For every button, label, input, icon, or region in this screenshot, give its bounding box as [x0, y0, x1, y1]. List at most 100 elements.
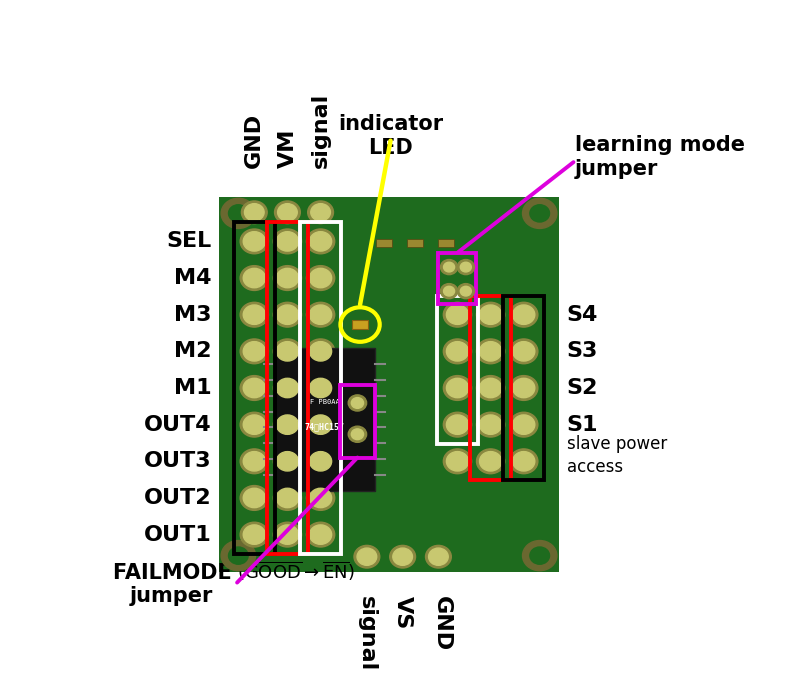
Circle shape [509, 302, 538, 327]
Circle shape [440, 284, 458, 299]
Text: S2: S2 [567, 378, 598, 398]
Circle shape [310, 204, 330, 221]
Text: signal: signal [357, 596, 377, 671]
Circle shape [307, 376, 335, 400]
Circle shape [221, 198, 256, 228]
Circle shape [240, 412, 268, 437]
Text: M3: M3 [173, 304, 211, 325]
Circle shape [308, 201, 333, 223]
Text: S4: S4 [567, 304, 598, 325]
Bar [439, 253, 477, 304]
Circle shape [276, 415, 299, 434]
Circle shape [273, 302, 302, 327]
Text: slave power
access: slave power access [567, 435, 667, 476]
Circle shape [512, 378, 535, 398]
Circle shape [240, 486, 268, 510]
Circle shape [221, 540, 256, 570]
Text: GND: GND [432, 596, 451, 651]
Circle shape [523, 540, 557, 570]
Circle shape [276, 489, 299, 508]
Text: OUT1: OUT1 [143, 524, 211, 545]
Circle shape [275, 201, 300, 223]
Circle shape [509, 412, 538, 437]
Text: F PB0AA: F PB0AA [310, 400, 340, 405]
Circle shape [425, 545, 451, 568]
Bar [352, 320, 368, 330]
Circle shape [390, 545, 416, 568]
Bar [274, 348, 375, 491]
Circle shape [512, 342, 535, 361]
Circle shape [480, 305, 501, 324]
Circle shape [348, 395, 367, 411]
Circle shape [240, 302, 268, 327]
Text: VM: VM [277, 128, 298, 167]
Bar [376, 239, 392, 247]
Bar [437, 295, 478, 444]
Circle shape [352, 429, 364, 440]
Circle shape [447, 415, 469, 434]
Circle shape [229, 547, 248, 564]
Bar [438, 239, 454, 247]
Text: SEL: SEL [166, 232, 211, 251]
Circle shape [273, 376, 302, 400]
Text: FAILMODE: FAILMODE [112, 563, 238, 582]
Circle shape [243, 525, 265, 545]
Circle shape [243, 378, 265, 398]
Circle shape [509, 376, 538, 400]
Circle shape [428, 548, 448, 566]
Text: jumper: jumper [130, 586, 213, 606]
Bar [407, 239, 423, 247]
Circle shape [307, 265, 335, 290]
Circle shape [273, 229, 302, 254]
Circle shape [307, 229, 335, 254]
Circle shape [444, 262, 455, 272]
Circle shape [243, 232, 265, 251]
Circle shape [457, 284, 474, 299]
Circle shape [307, 449, 335, 474]
Circle shape [509, 449, 538, 474]
Circle shape [276, 305, 299, 324]
Circle shape [310, 378, 332, 398]
Circle shape [357, 548, 377, 566]
Bar [470, 295, 511, 480]
Text: $(\overline{\mathsf{GOOD}}{\rightarrow}\overline{\mathsf{EN}})$: $(\overline{\mathsf{GOOD}}{\rightarrow}\… [237, 559, 355, 582]
Circle shape [444, 286, 455, 296]
Circle shape [243, 489, 265, 508]
Circle shape [354, 545, 380, 568]
Circle shape [447, 378, 469, 398]
Circle shape [276, 232, 299, 251]
Circle shape [512, 452, 535, 471]
Text: OUT4: OUT4 [143, 414, 211, 435]
Circle shape [477, 412, 505, 437]
Circle shape [447, 305, 469, 324]
Circle shape [477, 339, 505, 364]
Circle shape [242, 201, 267, 223]
Circle shape [240, 229, 268, 254]
Circle shape [243, 415, 265, 434]
Circle shape [307, 412, 335, 437]
Text: S1: S1 [567, 414, 598, 435]
Circle shape [444, 376, 471, 400]
Circle shape [460, 262, 471, 272]
Circle shape [477, 376, 505, 400]
Circle shape [273, 449, 302, 474]
Bar [267, 223, 308, 554]
Circle shape [276, 452, 299, 471]
Circle shape [457, 260, 474, 274]
Text: S3: S3 [567, 342, 598, 361]
Text: VS: VS [393, 596, 413, 629]
Circle shape [444, 339, 471, 364]
Circle shape [480, 415, 501, 434]
Circle shape [444, 412, 471, 437]
Circle shape [447, 342, 469, 361]
Circle shape [393, 548, 413, 566]
Circle shape [530, 204, 550, 222]
Circle shape [307, 522, 335, 547]
Circle shape [243, 452, 265, 471]
Circle shape [480, 452, 501, 471]
Circle shape [310, 489, 332, 508]
Circle shape [243, 305, 265, 324]
Circle shape [480, 378, 501, 398]
Circle shape [240, 449, 268, 474]
Circle shape [460, 286, 471, 296]
